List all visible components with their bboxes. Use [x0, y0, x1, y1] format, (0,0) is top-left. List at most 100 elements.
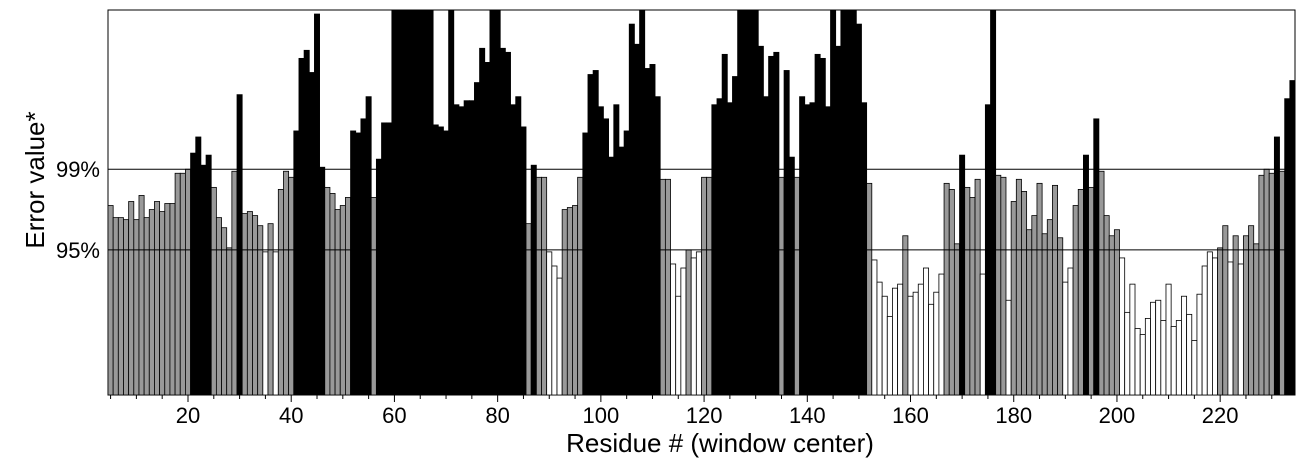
bar-171: [964, 186, 971, 396]
bar-123: [716, 98, 723, 396]
bar-112: [659, 178, 666, 396]
bar-179: [1005, 299, 1012, 396]
bar-231: [1273, 136, 1280, 396]
bar-207: [1150, 301, 1157, 396]
bar-132: [763, 96, 769, 396]
bar-99: [592, 70, 599, 396]
bar-177: [995, 174, 1002, 396]
bar-198: [1103, 215, 1110, 396]
bar-113: [664, 178, 671, 396]
bar-114: [670, 263, 677, 396]
bar-101: [603, 118, 610, 396]
bar-21: [190, 152, 197, 396]
bar-26: [215, 217, 222, 396]
bar-71: [448, 9, 455, 396]
bar-232: [1279, 170, 1286, 396]
bar-224: [1237, 263, 1244, 396]
bar-119: [695, 251, 702, 396]
bar-5: [107, 205, 114, 396]
bar-92: [556, 277, 563, 396]
bar-49: [334, 209, 341, 396]
bar-157: [892, 287, 899, 396]
bar-81: [499, 47, 506, 396]
bar-66: [422, 9, 429, 396]
bar-131: [757, 45, 764, 396]
bar-180: [1010, 201, 1017, 396]
bar-133: [768, 55, 775, 396]
bar-30: [236, 94, 243, 396]
bar-144: [824, 106, 831, 396]
bar-63: [406, 9, 413, 396]
bar-199: [1108, 235, 1115, 396]
bar-57: [375, 158, 382, 396]
bar-192: [1072, 205, 1079, 396]
bar-41: [293, 130, 300, 396]
bar-96: [577, 176, 584, 396]
bar-7: [117, 217, 124, 396]
bar-39: [283, 170, 290, 396]
bar-191: [1067, 267, 1074, 396]
bar-20: [185, 168, 191, 396]
bar-181: [1015, 178, 1022, 396]
bar-145: [830, 9, 837, 396]
bar-38: [277, 188, 284, 396]
bar-11: [138, 195, 145, 396]
bar-196: [1093, 118, 1100, 396]
bar-165: [933, 291, 940, 396]
bar-148: [845, 9, 852, 396]
bar-211: [1170, 326, 1177, 396]
bar-13: [148, 209, 155, 396]
bar-220: [1217, 247, 1224, 396]
bar-225: [1242, 235, 1249, 396]
bar-95: [572, 205, 579, 396]
bar-143: [819, 57, 826, 396]
bar-208: [1155, 299, 1162, 396]
bar-100: [597, 106, 604, 396]
bar-210: [1165, 283, 1172, 396]
bar-86: [525, 223, 532, 396]
bar-202: [1124, 311, 1131, 396]
bar-64: [412, 9, 419, 396]
bar-173: [974, 178, 981, 396]
bar-152: [866, 182, 873, 396]
bar-44: [308, 72, 315, 396]
x-tick-label: 120: [686, 403, 723, 428]
bar-55: [365, 96, 372, 396]
bar-184: [1031, 215, 1038, 396]
bar-108: [639, 9, 646, 396]
bar-16: [164, 203, 171, 396]
bar-106: [628, 23, 635, 396]
bar-23: [200, 164, 207, 396]
bar-190: [1062, 281, 1069, 396]
bar-129: [747, 9, 754, 396]
bar-56: [370, 197, 377, 396]
bar-36: [267, 223, 274, 396]
bar-201: [1119, 257, 1126, 396]
bar-15: [159, 211, 166, 396]
bar-134: [773, 51, 780, 396]
bar-228: [1258, 174, 1265, 396]
bar-46: [319, 166, 326, 396]
bar-50: [339, 205, 346, 396]
bar-97: [582, 132, 589, 396]
bar-149: [850, 9, 857, 396]
bar-116: [680, 267, 687, 396]
bar-70: [443, 130, 450, 396]
bar-159: [902, 235, 909, 396]
x-tick-label: 200: [1099, 403, 1136, 428]
x-tick-label: 60: [382, 403, 406, 428]
bar-223: [1232, 235, 1239, 396]
bar-91: [551, 265, 558, 396]
bar-167: [943, 182, 950, 396]
bar-22: [195, 136, 202, 396]
bar-33: [252, 215, 259, 396]
bar-126: [732, 76, 739, 396]
bar-35: [262, 251, 269, 396]
bar-212: [1175, 320, 1182, 396]
bar-118: [690, 257, 697, 396]
bar-25: [210, 186, 217, 396]
bar-87: [530, 164, 537, 396]
bar-153: [871, 259, 878, 396]
bar-48: [329, 193, 336, 396]
